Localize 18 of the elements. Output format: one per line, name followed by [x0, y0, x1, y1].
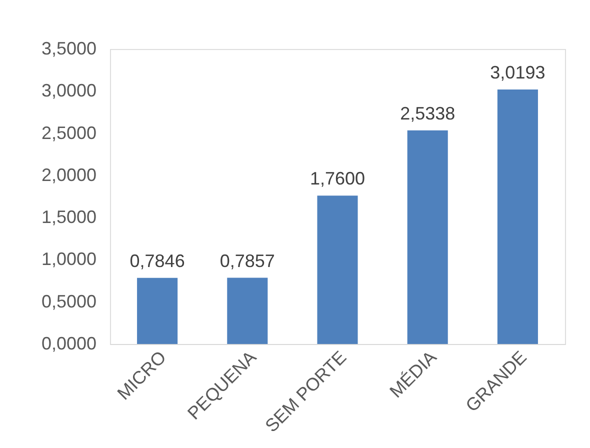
- y-tick-label: 3,5000: [41, 38, 96, 58]
- data-label: 3,0193: [490, 62, 546, 83]
- bar: [497, 90, 538, 344]
- y-tick-label: 3,0000: [41, 80, 96, 101]
- data-label: 0,7857: [220, 250, 275, 271]
- y-tick-label: 1,5000: [41, 207, 96, 228]
- data-label: 1,7600: [310, 168, 366, 189]
- y-tick-label: 0,5000: [41, 291, 96, 312]
- bar: [137, 278, 178, 344]
- y-tick-label: 0,0000: [41, 334, 96, 354]
- y-tick-label: 2,0000: [41, 164, 96, 185]
- y-tick-label: 2,5000: [41, 122, 96, 143]
- y-tick-label: 1,0000: [41, 249, 96, 270]
- bar: [227, 278, 268, 344]
- data-label: 0,7846: [130, 250, 185, 271]
- bar: [317, 196, 358, 344]
- data-label: 2,5338: [400, 103, 456, 124]
- bar: [407, 130, 448, 344]
